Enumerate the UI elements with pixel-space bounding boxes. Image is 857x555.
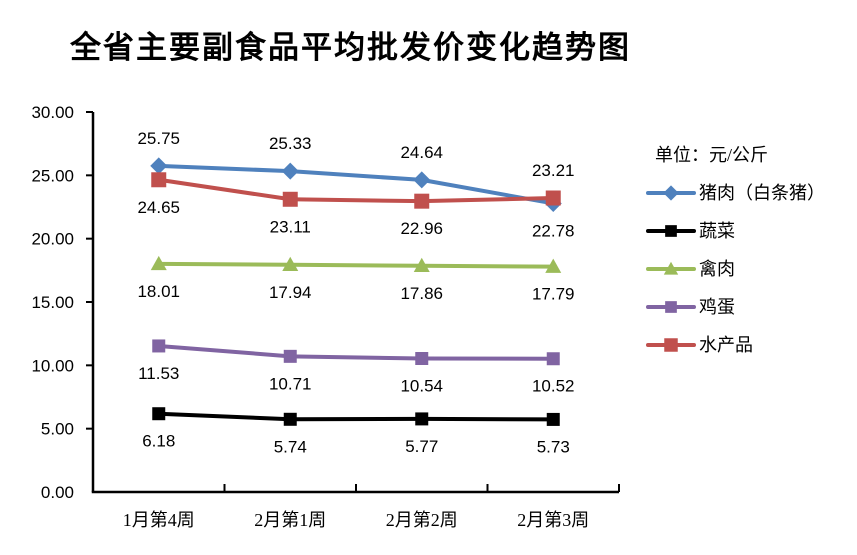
data-point-label: 25.33 xyxy=(269,134,312,153)
y-tick-label: 30.00 xyxy=(31,103,74,122)
series-1 xyxy=(152,407,560,426)
data-point-marker xyxy=(152,339,166,353)
data-point-marker xyxy=(545,190,561,206)
data-point-marker xyxy=(283,412,297,426)
data-point-label: 5.73 xyxy=(537,437,570,456)
data-point-label: 25.75 xyxy=(137,129,180,148)
y-tick-label: 0.00 xyxy=(41,483,74,502)
data-point-label: 6.18 xyxy=(142,432,175,451)
legend-marker-icon xyxy=(665,225,677,237)
data-point-marker xyxy=(415,351,429,365)
series-4 xyxy=(151,172,561,209)
y-tick-label: 10.00 xyxy=(31,356,74,375)
data-point-marker xyxy=(151,172,167,188)
series-line xyxy=(156,163,556,206)
data-point-marker xyxy=(283,349,297,363)
data-point-marker xyxy=(282,256,299,271)
legend-item-label: 蔬菜 xyxy=(699,221,735,241)
series-3 xyxy=(152,339,560,366)
legend-item-label: 水产品 xyxy=(699,335,753,355)
data-point-label: 10.52 xyxy=(532,377,575,396)
data-point-marker xyxy=(150,157,168,175)
data-point-label: 23.11 xyxy=(270,217,311,236)
x-category-label: 2月第3周 xyxy=(517,510,589,530)
data-point-marker xyxy=(413,257,430,273)
chart-title: 全省主要副食品平均批发价变化趋势图 xyxy=(70,30,631,65)
legend-item-1: 蔬菜 xyxy=(646,221,735,241)
data-point-marker xyxy=(415,412,429,426)
data-point-marker xyxy=(152,407,166,421)
data-point-marker xyxy=(414,193,430,209)
data-point-label: 10.71 xyxy=(269,374,312,393)
x-category-label: 2月第2周 xyxy=(386,510,458,530)
data-point-label: 17.94 xyxy=(269,283,312,302)
legend-item-label: 鸡蛋 xyxy=(699,297,735,317)
data-point-marker xyxy=(150,255,167,271)
data-point-label: 17.79 xyxy=(532,285,575,304)
data-point-label: 17.86 xyxy=(400,284,443,303)
series-line xyxy=(156,343,556,361)
series-line xyxy=(156,261,556,269)
series-0 xyxy=(150,157,562,212)
x-category-label: 1月第4周 xyxy=(123,510,195,530)
legend-item-2: 禽肉 xyxy=(646,259,735,279)
y-tick-label: 5.00 xyxy=(41,420,74,439)
legend-item-label: 猪肉（白条猪） xyxy=(699,183,825,203)
legend-marker-icon xyxy=(663,185,679,201)
data-point-label: 18.01 xyxy=(137,282,180,301)
y-tick-label: 20.00 xyxy=(31,230,74,249)
series-line xyxy=(156,411,556,422)
data-point-label: 5.74 xyxy=(274,437,307,456)
y-tick-label: 25.00 xyxy=(31,166,74,185)
data-point-label: 22.96 xyxy=(400,219,443,238)
data-point-marker xyxy=(413,171,431,189)
legend-marker-icon xyxy=(663,261,679,275)
data-point-label: 10.54 xyxy=(400,376,443,395)
legend-marker-icon xyxy=(665,301,677,313)
data-point-label: 22.78 xyxy=(532,221,575,240)
legend-item-3: 鸡蛋 xyxy=(646,297,735,317)
legend-marker-icon xyxy=(664,338,678,352)
y-tick-label: 15.00 xyxy=(31,293,74,312)
data-point-label: 24.65 xyxy=(137,198,180,217)
legend-item-label: 禽肉 xyxy=(699,259,735,279)
legend-item-4: 水产品 xyxy=(646,335,753,355)
data-point-marker xyxy=(546,412,560,426)
legend-unit-label: 单位：元/公斤 xyxy=(655,145,769,165)
data-point-label: 23.21 xyxy=(532,161,575,180)
series-line xyxy=(156,177,556,204)
x-category-label: 2月第1周 xyxy=(254,510,326,530)
data-point-marker xyxy=(282,191,298,207)
data-point-label: 24.64 xyxy=(400,143,443,162)
data-point-label: 5.77 xyxy=(405,437,438,456)
data-point-marker xyxy=(546,352,560,366)
data-point-marker xyxy=(281,162,299,180)
legend-item-0: 猪肉（白条猪） xyxy=(646,183,825,203)
data-point-label: 11.53 xyxy=(138,364,179,383)
series-2 xyxy=(150,255,562,273)
data-point-marker xyxy=(545,258,562,273)
